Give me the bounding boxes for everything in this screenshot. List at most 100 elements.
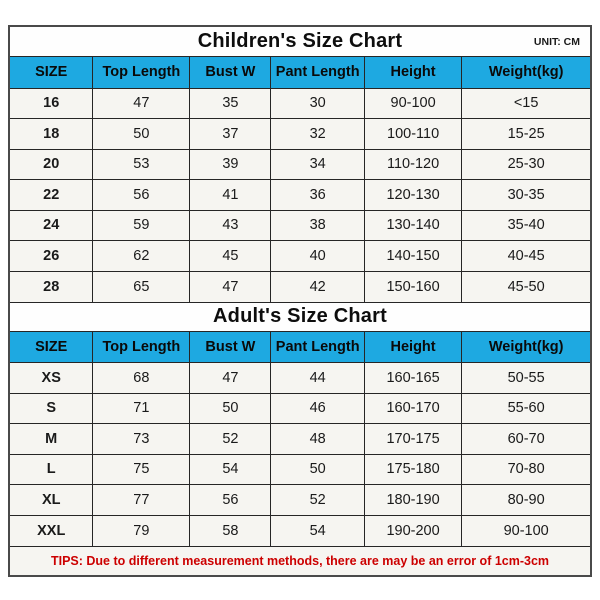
cell: 38 [270,209,365,241]
cell: 120-130 [363,179,463,211]
size-cell: L [9,453,94,485]
cell: 41 [189,179,272,211]
cell: 70-80 [461,453,591,485]
table-row: 16 47 35 30 90-100 <15 [9,87,591,119]
cell: 25-30 [461,148,591,180]
cell: 47 [189,362,272,394]
adult-table-body: XS 68 47 44 160-165 50-55 S 71 50 46 160-170 55-60 M… [9,362,591,546]
table-row: 28 65 47 42 150-160 45-50 [9,270,591,302]
size-cell: M [9,423,94,455]
size-cell: 26 [9,240,94,272]
cell: 170-175 [363,423,463,455]
cell: 140-150 [363,240,463,272]
cell: 39 [189,148,272,180]
adult-chart-title: Adult's Size Chart [213,305,387,327]
table-row: L 75 54 50 175-180 70-80 [9,453,591,485]
cell: 43 [189,209,272,241]
cell: 46 [270,392,365,424]
column-header: Pant Length [270,331,365,363]
cell: 68 [92,362,191,394]
column-header: SIZE [9,56,94,89]
table-row: 24 59 43 38 130-140 35-40 [9,209,591,241]
size-cell: 16 [9,87,94,119]
cell: 50-55 [461,362,591,394]
size-cell: 20 [9,148,94,180]
size-cell: XXL [9,514,94,546]
cell: 160-170 [363,392,463,424]
size-cell: XL [9,484,94,516]
cell: 190-200 [363,514,463,546]
cell: 53 [92,148,191,180]
cell: 56 [189,484,272,516]
column-header: Pant Length [270,56,365,89]
cell: 40 [270,240,365,272]
cell: 50 [92,118,191,150]
cell: 55-60 [461,392,591,424]
table-row: XS 68 47 44 160-165 50-55 [9,362,591,394]
cell: 150-160 [363,270,463,302]
cell: 59 [92,209,191,241]
table-row: M 73 52 48 170-175 60-70 [9,423,591,455]
cell: 90-100 [363,87,463,119]
table-row: 20 53 39 34 110-120 25-30 [9,148,591,180]
tips-text: TIPS: Due to different measurement metho… [50,553,550,568]
column-header: Weight(kg) [461,56,591,89]
cell: 37 [189,118,272,150]
cell: 47 [92,87,191,119]
header-row: SIZE Top Length Bust W Pant Length Height Wei… [9,56,591,89]
cell: 71 [92,392,191,424]
adult-size-table: SIZE Top Length Bust W Pant Length Height Wei… [9,331,591,546]
cell: 65 [92,270,191,302]
cell: 52 [189,423,272,455]
adult-title-row: Adult's Size Chart [10,301,590,332]
cell: 30 [270,87,365,119]
cell: 30-35 [461,179,591,211]
column-header: Bust W [189,331,272,363]
cell: 60-70 [461,423,591,455]
size-chart: Children's Size Chart UNIT: CM SIZE Top L… [8,25,592,577]
cell: 54 [189,453,272,485]
cell: 50 [270,453,365,485]
cell: 50 [189,392,272,424]
cell: 45-50 [461,270,591,302]
cell: 36 [270,179,365,211]
size-cell: 28 [9,270,94,302]
cell: 35-40 [461,209,591,241]
cell: 40-45 [461,240,591,272]
size-cell: 22 [9,179,94,211]
children-title-row: Children's Size Chart UNIT: CM [10,27,590,57]
table-row: XXL 79 58 54 190-200 90-100 [9,514,591,546]
cell: <15 [461,87,591,119]
tips-bar: TIPS: Due to different measurement metho… [10,545,590,575]
column-header: Height [363,331,463,363]
cell: 110-120 [363,148,463,180]
cell: 52 [270,484,365,516]
cell: 56 [92,179,191,211]
cell: 35 [189,87,272,119]
adult-table-header: SIZE Top Length Bust W Pant Length Height Wei… [9,331,591,363]
children-size-table: SIZE Top Length Bust W Pant Length Height Wei… [9,56,591,302]
table-row: 22 56 41 36 120-130 30-35 [9,179,591,211]
cell: 73 [92,423,191,455]
cell: 45 [189,240,272,272]
cell: 32 [270,118,365,150]
cell: 44 [270,362,365,394]
cell: 47 [189,270,272,302]
cell: 100-110 [363,118,463,150]
column-header: Weight(kg) [461,331,591,363]
column-header: Top Length [92,331,191,363]
cell: 160-165 [363,362,463,394]
children-table-header: SIZE Top Length Bust W Pant Length Height Wei… [9,56,591,89]
cell: 90-100 [461,514,591,546]
table-row: S 71 50 46 160-170 55-60 [9,392,591,424]
table-row: 26 62 45 40 140-150 40-45 [9,240,591,272]
cell: 48 [270,423,365,455]
header-row: SIZE Top Length Bust W Pant Length Height Wei… [9,331,591,363]
cell: 75 [92,453,191,485]
size-cell: 18 [9,118,94,150]
cell: 15-25 [461,118,591,150]
cell: 34 [270,148,365,180]
cell: 62 [92,240,191,272]
column-header: Height [363,56,463,89]
size-cell: S [9,392,94,424]
